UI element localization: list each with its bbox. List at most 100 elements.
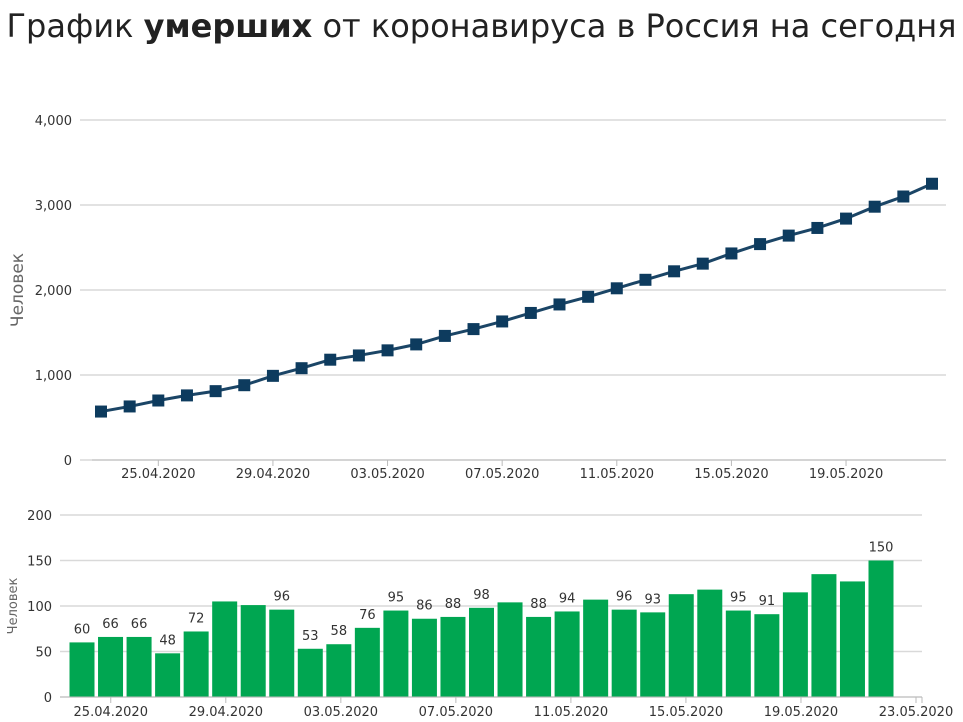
line-xtick-label: 15.05.2020 (694, 467, 768, 482)
line-xtick-label: 07.05.2020 (465, 467, 539, 482)
bar-data-label: 48 (159, 633, 176, 648)
bar (354, 627, 380, 697)
line-point (811, 221, 824, 234)
bar (326, 644, 352, 697)
bar-ytick-label: 100 (27, 600, 52, 615)
bar (754, 614, 780, 697)
line-point (381, 344, 394, 357)
line-point (868, 200, 881, 213)
line-point (610, 282, 623, 295)
line-ytick-label: 1,000 (35, 369, 72, 384)
bar-xtick-label: 25.04.2020 (74, 705, 148, 720)
bar-data-label: 93 (644, 592, 661, 607)
line-ytick-label: 0 (64, 454, 72, 469)
bar (411, 618, 437, 697)
line-y-axis-title: Человек (8, 253, 28, 327)
bar-data-label: 94 (559, 591, 576, 606)
bar-xtick-label: 23.05.2020 (879, 705, 953, 720)
bar-ytick-label: 0 (44, 691, 52, 706)
bar-data-label: 91 (759, 594, 776, 609)
line-point (324, 353, 337, 366)
line-point (95, 405, 107, 418)
bar-chart: 0 50 100 150 200 Человек 60 66 66 48 72 96 53 58 76 95 8… (6, 509, 953, 720)
line-point (897, 190, 910, 203)
bar (811, 574, 837, 697)
line-point (582, 290, 595, 303)
title-bold: умерших (143, 7, 313, 45)
bar (440, 616, 466, 697)
bar-data-label: 86 (416, 599, 433, 614)
line-point (266, 369, 279, 382)
bar-data-label: 66 (131, 617, 148, 632)
bar-data-label: 76 (359, 608, 376, 623)
bar-data-label: 95 (730, 591, 747, 606)
line-point (152, 394, 165, 407)
bar (69, 642, 95, 697)
bar (668, 594, 694, 697)
page-title: График умерших от коронавируса в Россия … (0, 4, 963, 48)
bar-data-label: 60 (74, 622, 91, 637)
line-point (553, 298, 566, 311)
line-point (467, 323, 480, 336)
title-part1: График (6, 7, 144, 45)
bar (583, 599, 609, 697)
line-point (295, 362, 308, 375)
line-point (696, 257, 709, 270)
bar (697, 589, 723, 697)
line-xtick-label: 03.05.2020 (350, 467, 424, 482)
bar-ytick-label: 150 (27, 555, 52, 570)
bar (297, 648, 323, 697)
bar-data-label: 72 (188, 611, 205, 626)
bar (839, 581, 865, 697)
line-point (180, 389, 193, 402)
line-point (668, 265, 681, 278)
bar-data-label: 58 (331, 624, 348, 639)
title-part2: от коронавируса в Россия на сегодня (312, 7, 957, 45)
line-ytick-label: 2,000 (35, 284, 72, 299)
bar (526, 616, 552, 697)
line-ytick-label: 4,000 (35, 114, 72, 129)
bar-xtick-label: 29.04.2020 (189, 705, 263, 720)
bar-y-axis-title: Человек (6, 578, 21, 635)
bar (868, 560, 894, 697)
line-xtick-label: 11.05.2020 (580, 467, 654, 482)
bar-data-label: 53 (302, 629, 319, 644)
bar-data-label: 98 (473, 588, 490, 603)
line-point (352, 349, 365, 362)
bar (98, 636, 124, 697)
line-point (782, 229, 795, 242)
bar-data-label: 88 (530, 597, 547, 612)
line-xtick-label: 19.05.2020 (809, 467, 883, 482)
line-point (123, 400, 136, 413)
bar (155, 653, 181, 697)
line-series (100, 182, 933, 414)
bar (126, 636, 152, 697)
bar-data-label: 88 (445, 597, 462, 612)
line-point (754, 238, 767, 251)
bar (497, 602, 523, 697)
bar-data-label: 96 (273, 590, 290, 605)
bar (183, 631, 209, 697)
line-point (209, 385, 222, 398)
bar-data-label: 96 (616, 590, 633, 605)
bar-xtick-label: 11.05.2020 (534, 705, 608, 720)
line-point (725, 247, 738, 260)
bar-ytick-label: 200 (27, 509, 52, 524)
line-point (238, 379, 251, 392)
line-ytick-label: 3,000 (35, 199, 72, 214)
bar (554, 611, 580, 697)
bar-data-label: 150 (869, 541, 894, 556)
bar-xtick-label: 19.05.2020 (764, 705, 838, 720)
bar-xtick-label: 07.05.2020 (419, 705, 493, 720)
line-point (438, 329, 451, 342)
bar-data-label: 66 (102, 617, 119, 632)
line-xtick-label: 29.04.2020 (236, 467, 310, 482)
bar-xtick-label: 03.05.2020 (304, 705, 378, 720)
line-point (639, 273, 652, 286)
bar-ytick-label: 50 (35, 646, 52, 661)
line-xtick-label: 25.04.2020 (121, 467, 195, 482)
line-point (410, 338, 423, 351)
bar (383, 610, 409, 697)
line-point (524, 306, 537, 319)
